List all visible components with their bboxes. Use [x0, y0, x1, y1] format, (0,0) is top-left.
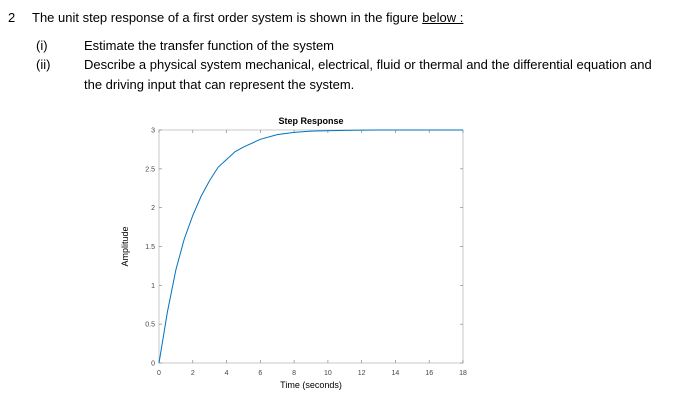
- item-label-i: (i): [36, 38, 48, 53]
- x-tick-label: 18: [459, 370, 467, 377]
- x-tick-label: 12: [358, 370, 366, 377]
- item-text-ii-continued: the driving input that can represent the…: [84, 77, 355, 92]
- x-tick-label: 2: [191, 370, 195, 377]
- y-tick-label: 1: [151, 283, 155, 290]
- x-tick-label: 16: [425, 370, 433, 377]
- item-text-i: Estimate the transfer function of the sy…: [84, 38, 335, 53]
- ticks-layer: 0 2 4 6 8 10 12 14 16 18 0 0.5 1 1.5 2 2.5 3: [145, 128, 467, 378]
- x-axis-label: Time (seconds): [280, 380, 342, 390]
- x-tick-label: 0: [157, 370, 161, 377]
- x-tick-label: 6: [258, 370, 262, 377]
- x-tick-label: 4: [225, 370, 229, 377]
- y-tick-label: 0: [151, 361, 155, 368]
- y-tick-label: 2: [151, 205, 155, 212]
- y-tick-label: 3: [151, 128, 155, 135]
- y-tick-label: 1.5: [145, 244, 155, 251]
- below-link[interactable]: below :: [422, 10, 464, 25]
- question-number: 2: [8, 10, 16, 25]
- x-tick-label: 8: [292, 370, 296, 377]
- y-axis-label: Amplitude: [120, 226, 130, 266]
- step-response-line: [158, 129, 463, 364]
- y-tick-label: 0.5: [145, 322, 155, 329]
- question-text-prefix: The unit step response of a first order …: [32, 10, 423, 25]
- y-tick-label: 2.5: [145, 166, 155, 173]
- item-text-ii: Describe a physical system mechanical, e…: [84, 57, 652, 72]
- plot-frame: [158, 129, 464, 364]
- chart-title: Step Response: [278, 116, 343, 126]
- x-tick-label: 14: [392, 370, 400, 377]
- question-text: The unit step response of a first order …: [32, 10, 463, 25]
- item-label-ii: (ii): [36, 57, 51, 72]
- x-tick-label: 10: [324, 370, 332, 377]
- plot-area: [158, 129, 464, 364]
